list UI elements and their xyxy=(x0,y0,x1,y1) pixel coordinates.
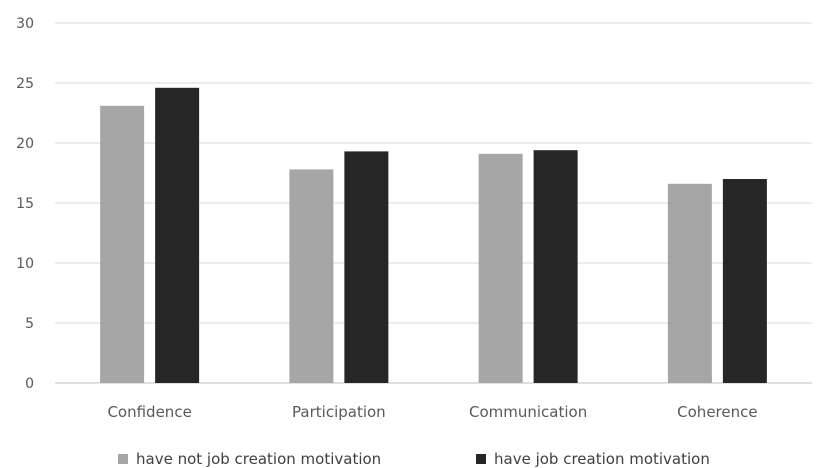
legend-label: have job creation motivation xyxy=(494,450,710,468)
y-tick-label: 0 xyxy=(25,376,34,392)
legend-label: have not job creation motivation xyxy=(136,450,381,468)
bar-have-job-creation-motivation xyxy=(533,150,578,383)
legend-swatch xyxy=(118,454,128,464)
y-tick-label: 30 xyxy=(16,16,34,32)
category-labels: Confidence Participation Communication Cohe… xyxy=(107,403,757,421)
y-tick-label: 15 xyxy=(16,196,34,212)
y-tick-label: 20 xyxy=(16,136,34,152)
y-tick-labels: 0 5 10 15 20 25 30 xyxy=(16,16,34,392)
y-tick-label: 25 xyxy=(16,76,34,92)
bar-have-not-job-creation-motivation xyxy=(667,183,712,383)
category-label: Confidence xyxy=(107,403,191,421)
legend: have not job creation motivation have job… xyxy=(118,450,710,468)
bar-have-not-job-creation-motivation xyxy=(478,153,523,383)
category-label: Communication xyxy=(469,403,587,421)
category-label: Participation xyxy=(292,403,386,421)
bar-have-job-creation-motivation xyxy=(344,151,389,383)
bar-have-not-job-creation-motivation xyxy=(100,105,145,384)
bars xyxy=(100,87,767,384)
bar-have-job-creation-motivation xyxy=(722,179,767,383)
bar-have-job-creation-motivation xyxy=(155,87,200,384)
legend-swatch xyxy=(476,454,486,464)
y-tick-label: 10 xyxy=(16,256,34,272)
y-tick-label: 5 xyxy=(25,316,34,332)
category-label: Coherence xyxy=(677,403,757,421)
bar-have-not-job-creation-motivation xyxy=(289,169,334,383)
